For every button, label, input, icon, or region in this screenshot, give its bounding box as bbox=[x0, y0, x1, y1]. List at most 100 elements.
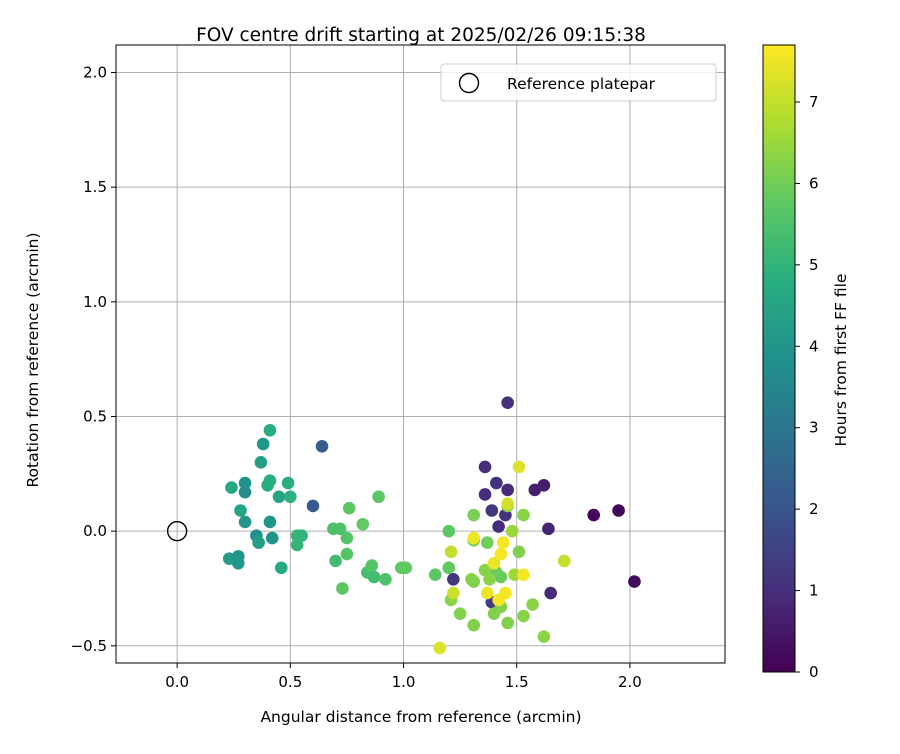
data-point bbox=[428, 568, 442, 582]
data-point bbox=[365, 559, 379, 572]
y-tick-label: 1.5 bbox=[83, 178, 107, 196]
colorbar-tick-label: 7 bbox=[809, 93, 819, 111]
data-point bbox=[557, 554, 571, 568]
grid-lines bbox=[116, 45, 725, 663]
x-axis-ticks: 0.0 0.5 1.0 1.5 2.0 bbox=[165, 663, 642, 691]
data-point bbox=[628, 575, 641, 588]
colorbar-label: Hours from first FF file bbox=[832, 274, 850, 447]
data-point bbox=[263, 474, 277, 487]
data-point bbox=[379, 573, 392, 586]
data-point bbox=[612, 504, 625, 517]
data-point bbox=[399, 561, 413, 575]
colorbar-tick-label: 6 bbox=[809, 174, 819, 192]
data-point bbox=[505, 524, 519, 538]
colorbar-tick-label: 3 bbox=[809, 419, 819, 437]
data-point bbox=[252, 536, 265, 549]
data-point bbox=[512, 460, 526, 474]
y-tick-label: 1.0 bbox=[83, 293, 107, 311]
legend-box bbox=[440, 63, 717, 102]
x-tick-label: 1.5 bbox=[505, 673, 529, 691]
x-tick-label: 0.5 bbox=[278, 673, 302, 691]
data-point bbox=[306, 499, 320, 513]
data-point bbox=[501, 483, 514, 497]
data-point bbox=[537, 630, 551, 643]
colorbar-tick-label: 5 bbox=[809, 256, 819, 274]
legend-entry-reference: Reference platepar bbox=[507, 75, 656, 93]
data-point bbox=[501, 616, 514, 630]
data-point bbox=[367, 570, 381, 584]
data-point bbox=[329, 554, 342, 568]
data-point bbox=[272, 490, 286, 504]
data-point bbox=[478, 488, 492, 501]
data-point bbox=[238, 476, 252, 490]
data-point bbox=[231, 556, 245, 570]
data-point bbox=[483, 573, 496, 586]
data-point bbox=[238, 485, 252, 499]
data-point bbox=[508, 568, 521, 582]
data-point bbox=[528, 483, 542, 497]
data-point bbox=[501, 497, 514, 510]
plot-background bbox=[116, 45, 725, 663]
reference-point-marker bbox=[166, 520, 188, 542]
data-point bbox=[433, 641, 447, 655]
data-point bbox=[544, 586, 557, 600]
data-point bbox=[444, 545, 458, 559]
data-point bbox=[263, 423, 277, 437]
data-point bbox=[265, 531, 279, 545]
data-point bbox=[492, 520, 505, 533]
colorbar: 0 1 2 3 4 5 6 7 Hours from first FF file bbox=[762, 44, 850, 681]
colorbar-tick-label: 2 bbox=[809, 500, 819, 518]
data-point bbox=[281, 476, 295, 490]
data-point bbox=[467, 508, 481, 522]
data-point bbox=[542, 522, 555, 536]
colorbar-ticks: 0 1 2 3 4 5 6 7 bbox=[795, 93, 819, 681]
data-point bbox=[238, 515, 252, 529]
data-point bbox=[254, 456, 268, 469]
legend-marker-icon bbox=[458, 72, 480, 94]
data-point bbox=[284, 490, 297, 504]
data-point bbox=[512, 545, 526, 559]
data-point bbox=[340, 547, 354, 561]
data-point bbox=[467, 575, 481, 588]
data-point bbox=[263, 515, 277, 529]
colorbar-tick-label: 0 bbox=[809, 663, 819, 681]
data-point bbox=[517, 609, 530, 623]
y-tick-label: −0.5 bbox=[71, 637, 107, 655]
data-point bbox=[442, 524, 456, 538]
data-point bbox=[480, 536, 494, 549]
plot-frame bbox=[115, 44, 726, 664]
x-axis-label: Angular distance from reference (arcmin) bbox=[260, 708, 581, 726]
data-point bbox=[526, 598, 539, 611]
legend: Reference platepar bbox=[440, 63, 717, 102]
data-points bbox=[222, 396, 641, 655]
data-point bbox=[225, 481, 238, 494]
data-point bbox=[447, 573, 460, 586]
data-point bbox=[342, 501, 356, 515]
data-point bbox=[447, 586, 460, 600]
data-point bbox=[587, 508, 600, 522]
y-tick-label: 2.0 bbox=[83, 64, 107, 82]
data-point bbox=[517, 508, 530, 522]
x-tick-label: 2.0 bbox=[618, 673, 642, 691]
data-point bbox=[336, 582, 349, 595]
data-point bbox=[490, 476, 503, 490]
data-point bbox=[234, 504, 247, 517]
colorbar-gradient bbox=[762, 44, 796, 673]
data-point bbox=[485, 504, 499, 517]
data-point bbox=[478, 460, 492, 474]
data-point bbox=[494, 570, 508, 584]
data-point bbox=[467, 618, 481, 632]
data-point bbox=[496, 536, 510, 549]
data-point bbox=[442, 561, 456, 575]
data-point bbox=[356, 517, 370, 531]
data-point bbox=[453, 607, 467, 620]
data-point bbox=[494, 547, 508, 561]
x-tick-label: 1.0 bbox=[392, 673, 416, 691]
x-tick-label: 0.0 bbox=[165, 673, 189, 691]
data-point bbox=[501, 396, 514, 410]
data-point bbox=[290, 538, 304, 552]
data-point bbox=[499, 586, 512, 600]
data-point bbox=[340, 531, 354, 545]
data-point bbox=[333, 522, 347, 536]
